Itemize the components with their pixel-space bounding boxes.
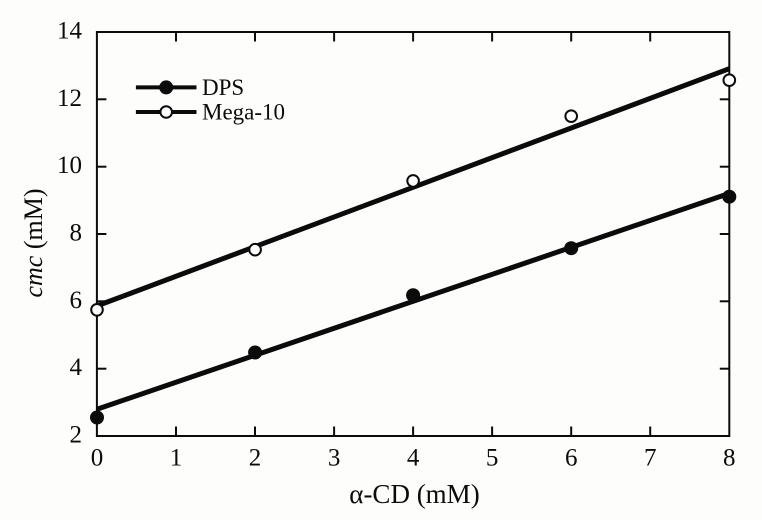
svg-text:5: 5 [486,445,499,472]
svg-text:8: 8 [723,445,736,472]
svg-text:2: 2 [249,445,262,472]
svg-text:DPS: DPS [202,75,244,100]
svg-text:1: 1 [170,445,183,472]
svg-text:2: 2 [70,422,83,449]
svg-text:4: 4 [407,445,420,472]
svg-text:14: 14 [57,18,83,45]
svg-text:α-CD (mM): α-CD (mM) [349,479,479,509]
svg-text:8: 8 [70,220,83,247]
svg-text:3: 3 [328,445,341,472]
svg-text:6: 6 [70,287,83,314]
svg-text:10: 10 [57,152,82,179]
svg-text:Mega-10: Mega-10 [202,100,285,125]
svg-text:7: 7 [644,445,657,472]
svg-text:4: 4 [70,354,83,381]
svg-text:0: 0 [91,445,104,472]
svg-text:6: 6 [565,445,578,472]
svg-text:cmc (mM): cmc (mM) [19,188,48,297]
svg-text:12: 12 [57,85,82,112]
